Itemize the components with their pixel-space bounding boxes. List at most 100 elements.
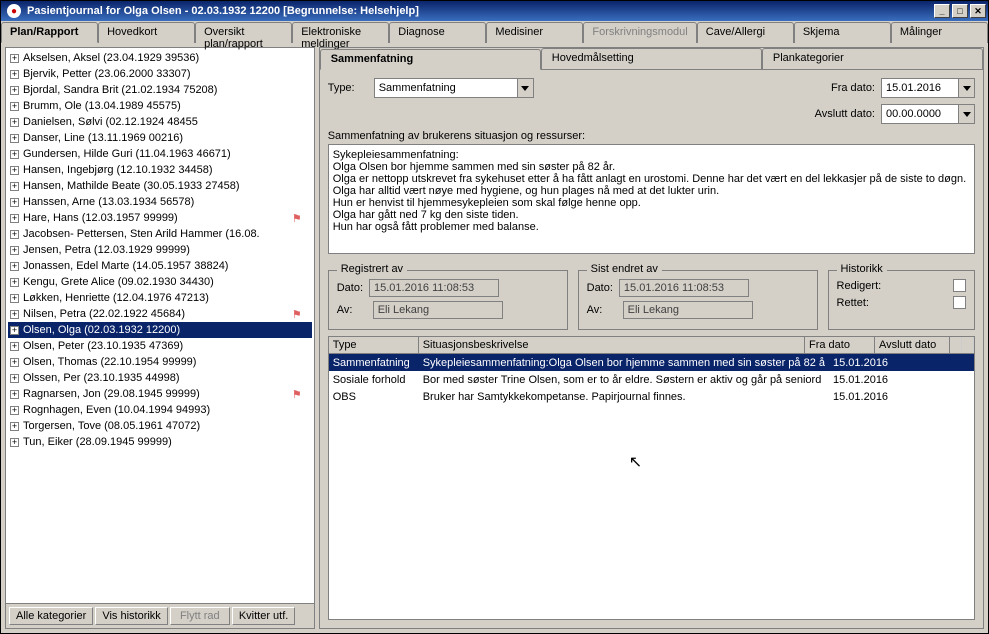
col-from[interactable]: Fra dato bbox=[805, 337, 875, 353]
patient-row[interactable]: + Torgersen, Tove (08.05.1961 47072) bbox=[8, 418, 312, 434]
main-tab-forskrivningsmodul[interactable]: Forskrivningsmodul bbox=[583, 22, 696, 43]
minimize-button[interactable]: _ bbox=[934, 4, 950, 18]
expand-icon[interactable]: + bbox=[10, 166, 19, 175]
grid-row[interactable]: Sosiale forholdBor med søster Trine Olse… bbox=[329, 371, 974, 388]
patient-row[interactable]: +Olsen, Peter (23.10.1935 47369) bbox=[8, 338, 312, 354]
grid-row[interactable]: SammenfatningSykepleiesammenfatning:Olga… bbox=[329, 354, 974, 371]
col-type[interactable]: Type bbox=[329, 337, 419, 353]
expand-icon[interactable]: + bbox=[10, 262, 19, 271]
grid-cell-end bbox=[899, 396, 974, 398]
sub-tab-sammenfatning[interactable]: Sammenfatning bbox=[320, 49, 541, 70]
main-tab-plan-rapport[interactable]: Plan/Rapport bbox=[1, 22, 98, 43]
entries-grid[interactable]: Type Situasjonsbeskrivelse Fra dato Avsl… bbox=[328, 336, 975, 620]
chevron-down-icon[interactable] bbox=[958, 79, 974, 97]
patient-row[interactable]: +Hansen, Mathilde Beate (30.05.1933 2745… bbox=[8, 178, 312, 194]
patient-row[interactable]: +Jensen, Petra (12.03.1929 99999) bbox=[8, 242, 312, 258]
expand-icon[interactable]: + bbox=[10, 230, 19, 239]
patient-row[interactable]: + Olsen, Thomas (22.10.1954 99999) bbox=[8, 354, 312, 370]
patient-row[interactable]: +Tun, Eiker (28.09.1945 99999) bbox=[8, 434, 312, 450]
main-tab-diagnose[interactable]: Diagnose bbox=[389, 22, 486, 43]
expand-icon[interactable]: + bbox=[10, 134, 19, 143]
patient-row[interactable]: + Løkken, Henriette (12.04.1976 47213) bbox=[8, 290, 312, 306]
main-tab-cave-allergi[interactable]: Cave/Allergi bbox=[697, 22, 794, 43]
registered-by-value: Eli Lekang bbox=[373, 301, 503, 319]
sub-tab-plankategorier[interactable]: Plankategorier bbox=[762, 48, 983, 69]
confirm-button[interactable]: Kvitter utf. bbox=[232, 607, 296, 625]
sub-tab-hovedm-lsetting[interactable]: Hovedmålsetting bbox=[541, 48, 762, 69]
window-title: Pasientjournal for Olga Olsen - 02.03.19… bbox=[25, 5, 934, 17]
expand-icon[interactable]: + bbox=[10, 54, 19, 63]
patient-row[interactable]: +Danser, Line (13.11.1969 00216) bbox=[8, 130, 312, 146]
grid-row[interactable]: OBSBruker har Samtykkekompetanse. Papirj… bbox=[329, 388, 974, 405]
main-tab-skjema[interactable]: Skjema bbox=[794, 22, 891, 43]
from-date-field[interactable]: 15.01.2016 bbox=[881, 78, 975, 98]
main-tab-hovedkort[interactable]: Hovedkort bbox=[98, 22, 195, 43]
patient-row[interactable]: +Bjervik, Petter (23.06.2000 33307) bbox=[8, 66, 312, 82]
expand-icon[interactable]: + bbox=[10, 278, 19, 287]
patient-row[interactable]: + Jonassen, Edel Marte (14.05.1957 38824) bbox=[8, 258, 312, 274]
end-date-label: Avslutt dato: bbox=[815, 108, 875, 120]
expand-icon[interactable]: + bbox=[10, 198, 19, 207]
registered-date-label: Dato: bbox=[337, 282, 363, 294]
expand-icon[interactable]: + bbox=[10, 438, 19, 447]
expand-icon[interactable]: + bbox=[10, 326, 19, 335]
expand-icon[interactable]: + bbox=[10, 406, 19, 415]
col-end[interactable]: Avslutt dato bbox=[875, 337, 950, 353]
expand-icon[interactable]: + bbox=[10, 374, 19, 383]
patient-row[interactable]: +Olssen, Per (23.10.1935 44998) bbox=[8, 370, 312, 386]
main-tab-oversikt-plan-rapport[interactable]: Oversikt plan/rapport bbox=[195, 22, 292, 43]
patient-row[interactable]: +Akselsen, Aksel (23.04.1929 39536) bbox=[8, 50, 312, 66]
expand-icon[interactable]: + bbox=[10, 70, 19, 79]
col-desc[interactable]: Situasjonsbeskrivelse bbox=[419, 337, 805, 353]
edited-checkbox[interactable] bbox=[953, 279, 966, 292]
patient-row[interactable]: +Brumm, Ole (13.04.1989 45575) bbox=[8, 98, 312, 114]
patient-panel: +Akselsen, Aksel (23.04.1929 39536)+Bjer… bbox=[5, 47, 315, 629]
expand-icon[interactable]: + bbox=[10, 342, 19, 351]
patient-row[interactable]: +Nilsen, Petra (22.02.1922 45684)⚑ bbox=[8, 306, 312, 322]
patient-name: Løkken, Henriette (12.04.1976 47213) bbox=[23, 292, 209, 304]
all-categories-button[interactable]: Alle kategorier bbox=[9, 607, 93, 625]
type-combo[interactable]: Sammenfatning bbox=[374, 78, 534, 98]
patient-row[interactable]: +Bjordal, Sandra Brit (21.02.1934 75208) bbox=[8, 82, 312, 98]
expand-icon[interactable]: + bbox=[10, 182, 19, 191]
expand-icon[interactable]: + bbox=[10, 102, 19, 111]
maximize-button[interactable]: □ bbox=[952, 4, 968, 18]
patient-row[interactable]: +Gundersen, Hilde Guri (11.04.1963 46671… bbox=[8, 146, 312, 162]
patient-row[interactable]: +Hare, Hans (12.03.1957 99999)⚑ bbox=[8, 210, 312, 226]
patient-name: Olsen, Thomas (22.10.1954 99999) bbox=[23, 356, 196, 368]
expand-icon[interactable]: + bbox=[10, 390, 19, 399]
patient-row[interactable]: +Hansen, Ingebjørg (12.10.1932 34458) bbox=[8, 162, 312, 178]
expand-icon[interactable]: + bbox=[10, 310, 19, 319]
move-row-button[interactable]: Flytt rad bbox=[170, 607, 230, 625]
end-date-field[interactable]: 00.00.0000 bbox=[881, 104, 975, 124]
patient-row[interactable]: +Rognhagen, Even (10.04.1994 94993) bbox=[8, 402, 312, 418]
patient-name: Jonassen, Edel Marte (14.05.1957 38824) bbox=[23, 260, 228, 272]
expand-icon[interactable]: + bbox=[10, 246, 19, 255]
show-history-button[interactable]: Vis historikk bbox=[95, 607, 167, 625]
patient-list[interactable]: +Akselsen, Aksel (23.04.1929 39536)+Bjer… bbox=[6, 48, 314, 603]
expand-icon[interactable]: + bbox=[10, 86, 19, 95]
patient-row[interactable]: +Ragnarsen, Jon (29.08.1945 99999)⚑ bbox=[8, 386, 312, 402]
close-button[interactable]: ✕ bbox=[970, 4, 986, 18]
patient-row[interactable]: +Danielsen, Sølvi (02.12.1924 48455 bbox=[8, 114, 312, 130]
patient-row[interactable]: +Kengu, Grete Alice (09.02.1930 34430) bbox=[8, 274, 312, 290]
main-tab-m-linger[interactable]: Målinger bbox=[891, 22, 988, 43]
expand-icon[interactable]: + bbox=[10, 422, 19, 431]
expand-icon[interactable]: + bbox=[10, 358, 19, 367]
patient-row[interactable]: +Hanssen, Arne (13.03.1934 56578) bbox=[8, 194, 312, 210]
expand-icon[interactable]: + bbox=[10, 294, 19, 303]
corrected-checkbox[interactable] bbox=[953, 296, 966, 309]
expand-icon[interactable]: + bbox=[10, 214, 19, 223]
grid-cell-end bbox=[899, 379, 974, 381]
chevron-down-icon[interactable] bbox=[958, 105, 974, 123]
grid-cell-desc: Bor med søster Trine Olsen, som er to år… bbox=[419, 373, 829, 387]
main-tab-elektroniske-meldinger[interactable]: Elektroniske meldinger bbox=[292, 22, 389, 43]
summary-textarea[interactable]: Sykepleiesammenfatning: Olga Olsen bor h… bbox=[328, 144, 975, 254]
chevron-down-icon[interactable] bbox=[517, 79, 533, 97]
expand-icon[interactable]: + bbox=[10, 118, 19, 127]
main-tab-medisiner[interactable]: Medisiner bbox=[486, 22, 583, 43]
expand-icon[interactable]: + bbox=[10, 150, 19, 159]
patient-row[interactable]: +Jacobsen- Pettersen, Sten Arild Hammer … bbox=[8, 226, 312, 242]
patient-row[interactable]: +Olsen, Olga (02.03.1932 12200) bbox=[8, 322, 312, 338]
patient-name: Torgersen, Tove (08.05.1961 47072) bbox=[23, 420, 200, 432]
